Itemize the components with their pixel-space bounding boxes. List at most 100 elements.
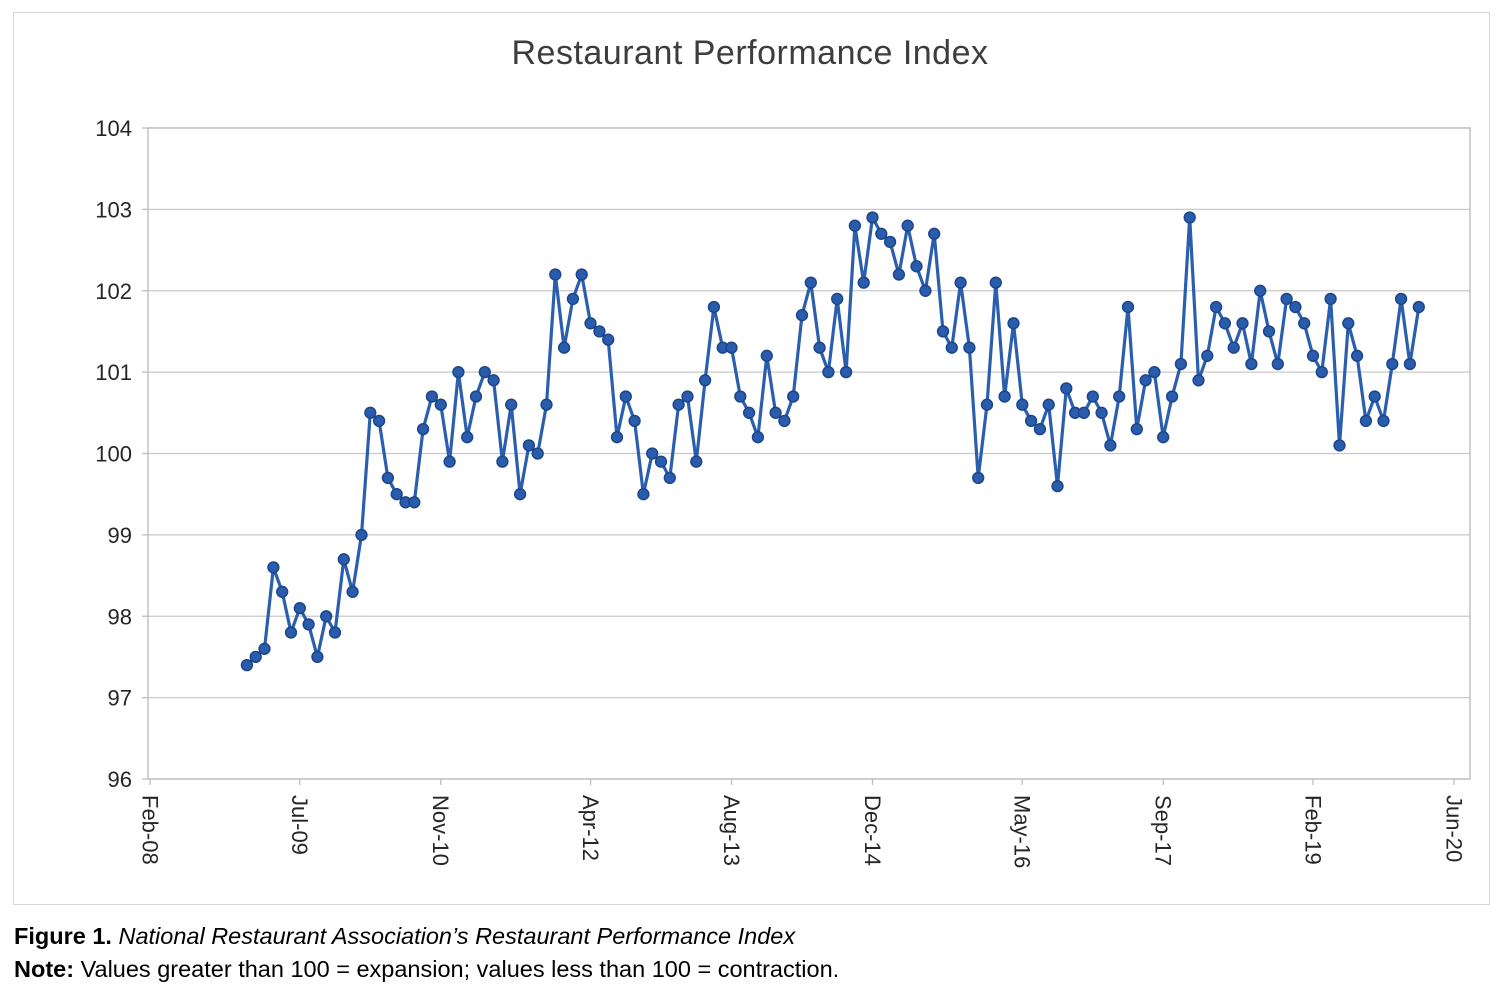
rpi-series-line (245, 215, 1421, 667)
data-point (804, 276, 817, 289)
data-point (1280, 292, 1293, 306)
y-tick-label: 104 (95, 116, 132, 141)
data-point (698, 374, 712, 387)
data-point (1086, 390, 1099, 403)
data-point (963, 341, 976, 354)
data-point (690, 455, 703, 468)
data-point (822, 365, 835, 379)
y-tick-label: 97 (108, 686, 132, 711)
data-point (1016, 398, 1029, 411)
data-point (1174, 357, 1188, 371)
data-point (416, 422, 430, 436)
data-point (795, 309, 809, 322)
data-point (787, 390, 800, 403)
x-tick-label: May-16 (1010, 795, 1035, 868)
data-point (1289, 300, 1302, 314)
data-point (408, 496, 421, 509)
y-tick-label: 103 (95, 197, 132, 222)
x-tick-label: Apr-12 (578, 795, 603, 861)
data-point (496, 455, 509, 468)
data-point (1209, 300, 1223, 314)
x-axis-labels: Feb-08 Jul-09 Nov-10 Apr-12 Aug-13 Dec-14 May-… (137, 779, 1466, 868)
caption-figure-label: Figure 1. (14, 923, 112, 949)
gridlines (142, 127, 1470, 780)
data-point (390, 488, 403, 501)
data-point (513, 488, 527, 501)
data-point (557, 341, 571, 354)
data-point (1139, 374, 1152, 387)
y-tick-label: 102 (95, 279, 132, 304)
data-point (425, 390, 439, 403)
data-point (575, 268, 588, 281)
y-tick-label: 101 (95, 360, 132, 385)
data-point (1359, 414, 1373, 428)
data-point (1324, 292, 1337, 306)
data-point (443, 455, 456, 468)
data-point (998, 390, 1011, 403)
data-point (1333, 439, 1346, 452)
data-point (1165, 390, 1179, 403)
data-point (240, 658, 254, 672)
data-point (593, 325, 606, 338)
data-point (364, 406, 377, 419)
data-point (1245, 357, 1258, 371)
data-point (1386, 357, 1399, 371)
data-point (1095, 406, 1108, 419)
data-point (813, 341, 826, 354)
data-point (355, 528, 368, 542)
data-point (857, 276, 870, 289)
data-point (610, 431, 624, 444)
data-point (293, 601, 306, 615)
data-point (1403, 357, 1417, 371)
data-point (1042, 398, 1055, 411)
x-tick-label: Nov-10 (428, 795, 453, 866)
data-point (1077, 406, 1091, 419)
data-point (1218, 317, 1232, 330)
data-point (989, 276, 1002, 289)
data-point (1201, 349, 1214, 362)
data-point (276, 585, 289, 598)
data-point (1060, 382, 1073, 395)
data-point (1121, 300, 1135, 314)
data-point (919, 284, 932, 297)
data-point (892, 268, 906, 281)
x-tick-label: Jun-20 (1441, 795, 1466, 862)
data-point (1306, 349, 1320, 362)
data-point (654, 455, 668, 468)
data-point (725, 341, 738, 354)
data-point (1368, 390, 1381, 403)
data-point (302, 618, 315, 631)
data-point (267, 561, 280, 574)
data-point (1394, 292, 1408, 306)
y-tick-label: 98 (108, 604, 132, 629)
data-point (469, 390, 483, 403)
data-point (1033, 422, 1047, 436)
data-point (1113, 390, 1126, 403)
data-point (1051, 479, 1064, 493)
data-point (637, 488, 650, 501)
data-point (328, 626, 342, 639)
data-point (945, 341, 958, 354)
data-point (742, 406, 756, 419)
data-point (1104, 439, 1117, 452)
data-point (619, 390, 632, 403)
data-point (769, 406, 782, 419)
data-point (337, 553, 350, 566)
data-point (866, 211, 879, 224)
y-tick-label: 99 (108, 523, 132, 548)
data-point (954, 276, 967, 289)
data-point (522, 439, 536, 452)
data-point (1412, 300, 1425, 314)
data-point (434, 398, 447, 411)
data-point (848, 219, 862, 232)
data-point (452, 365, 465, 379)
data-point (1007, 317, 1020, 330)
data-point (478, 365, 491, 379)
figure-frame (13, 12, 1490, 905)
data-point (883, 235, 897, 249)
data-point (839, 365, 853, 379)
data-point (1024, 414, 1038, 428)
data-point (1148, 365, 1161, 379)
y-tick-label: 100 (95, 442, 132, 467)
figure-caption: Figure 1. National Restaurant Associatio… (14, 920, 1484, 986)
